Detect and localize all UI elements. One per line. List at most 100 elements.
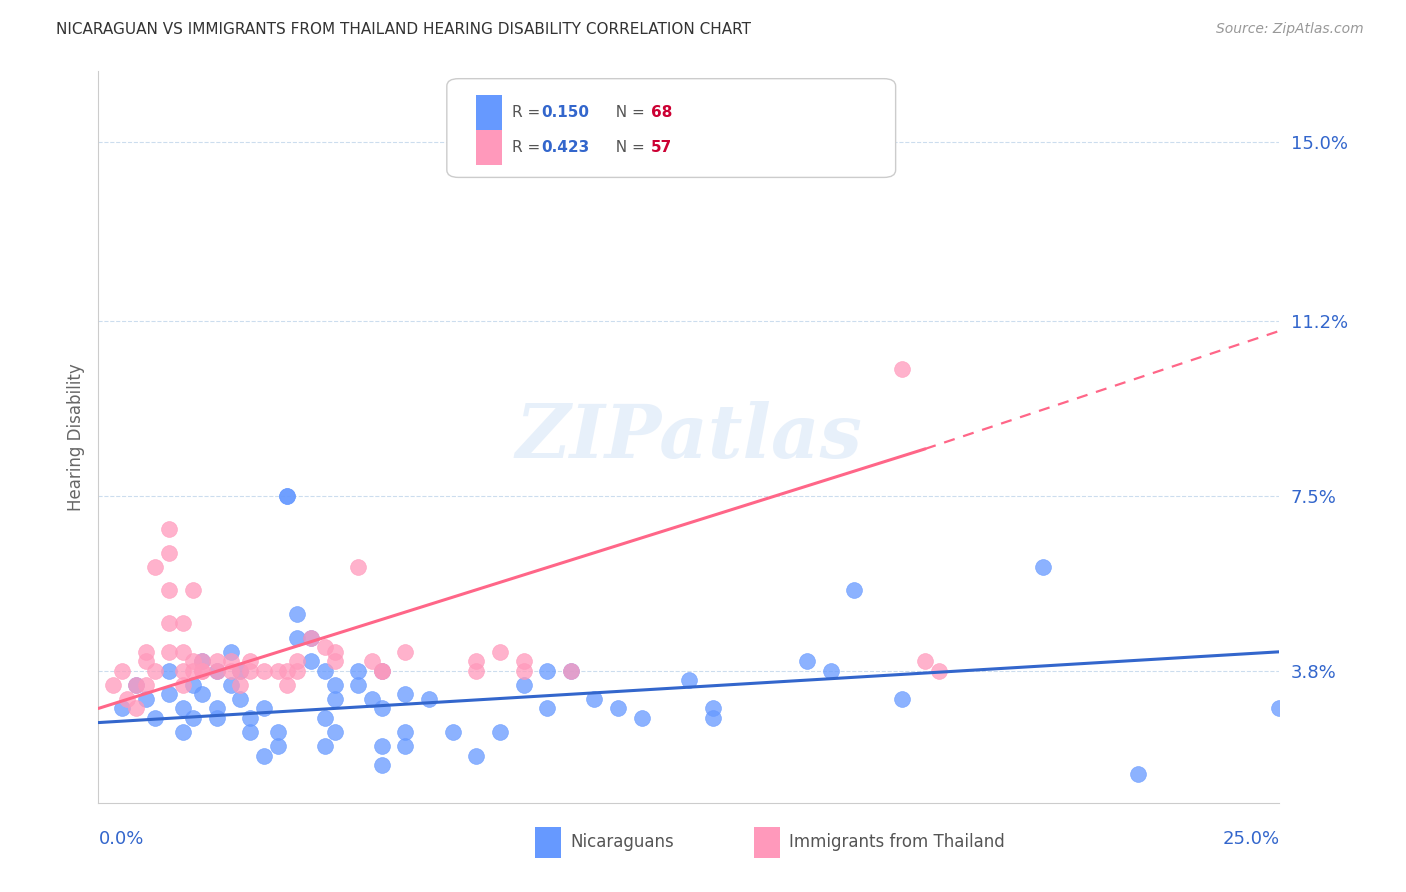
Point bbox=[143, 711, 166, 725]
Point bbox=[143, 559, 166, 574]
Text: 0.0%: 0.0% bbox=[98, 830, 143, 847]
Point bbox=[239, 664, 262, 678]
Point bbox=[239, 654, 262, 668]
Point bbox=[465, 748, 488, 763]
Text: NICARAGUAN VS IMMIGRANTS FROM THAILAND HEARING DISABILITY CORRELATION CHART: NICARAGUAN VS IMMIGRANTS FROM THAILAND H… bbox=[56, 22, 751, 37]
Text: Nicaraguans: Nicaraguans bbox=[571, 833, 675, 851]
Point bbox=[219, 645, 242, 659]
Point bbox=[157, 522, 180, 536]
Point bbox=[135, 678, 157, 692]
Point bbox=[181, 654, 204, 668]
Point bbox=[172, 701, 194, 715]
Bar bbox=[477, 130, 502, 165]
Point bbox=[191, 664, 214, 678]
Point bbox=[239, 725, 262, 739]
Point bbox=[219, 678, 242, 692]
Point bbox=[536, 664, 558, 678]
Point bbox=[205, 664, 228, 678]
Text: N =: N = bbox=[606, 140, 650, 155]
Point bbox=[181, 711, 204, 725]
Point bbox=[1126, 767, 1149, 781]
Point bbox=[157, 546, 180, 560]
Point bbox=[172, 616, 194, 631]
Point bbox=[361, 654, 384, 668]
Point bbox=[143, 664, 166, 678]
Point bbox=[191, 664, 214, 678]
Point bbox=[101, 678, 124, 692]
Point bbox=[560, 664, 582, 678]
Point bbox=[205, 654, 228, 668]
Point bbox=[512, 664, 534, 678]
Bar bbox=[477, 95, 502, 130]
Point bbox=[441, 725, 464, 739]
Point bbox=[191, 687, 214, 701]
Point bbox=[157, 616, 180, 631]
Point bbox=[229, 678, 252, 692]
Point bbox=[125, 701, 148, 715]
Text: 68: 68 bbox=[651, 105, 672, 120]
Text: Immigrants from Thailand: Immigrants from Thailand bbox=[789, 833, 1005, 851]
Text: R =: R = bbox=[512, 105, 546, 120]
Point bbox=[347, 559, 370, 574]
Point bbox=[191, 654, 214, 668]
Point bbox=[299, 631, 322, 645]
Point bbox=[418, 692, 440, 706]
Point bbox=[702, 711, 724, 725]
Point bbox=[371, 758, 394, 772]
Bar bbox=[536, 827, 561, 858]
Point bbox=[844, 583, 866, 598]
Point bbox=[135, 692, 157, 706]
Point bbox=[111, 701, 134, 715]
Point bbox=[135, 654, 157, 668]
Point bbox=[702, 701, 724, 715]
Point bbox=[285, 631, 308, 645]
Point bbox=[314, 640, 336, 654]
Point bbox=[323, 692, 346, 706]
Point bbox=[267, 725, 290, 739]
Point bbox=[323, 678, 346, 692]
Point bbox=[219, 664, 242, 678]
Point bbox=[323, 725, 346, 739]
Point bbox=[229, 692, 252, 706]
Point bbox=[172, 678, 194, 692]
Point bbox=[914, 654, 936, 668]
Text: R =: R = bbox=[512, 140, 546, 155]
Text: 25.0%: 25.0% bbox=[1222, 830, 1279, 847]
Point bbox=[205, 701, 228, 715]
Point bbox=[157, 664, 180, 678]
Point bbox=[323, 645, 346, 659]
Point bbox=[512, 678, 534, 692]
Point bbox=[512, 654, 534, 668]
Point bbox=[371, 664, 394, 678]
Point bbox=[276, 489, 298, 503]
Point bbox=[157, 583, 180, 598]
Point bbox=[205, 711, 228, 725]
Point bbox=[465, 654, 488, 668]
Point bbox=[285, 664, 308, 678]
Point bbox=[394, 725, 416, 739]
Point bbox=[489, 645, 512, 659]
Point bbox=[630, 711, 652, 725]
Point bbox=[285, 607, 308, 621]
Point bbox=[314, 664, 336, 678]
Point bbox=[253, 748, 276, 763]
Point bbox=[890, 692, 912, 706]
Point bbox=[276, 489, 298, 503]
Point bbox=[205, 664, 228, 678]
Point bbox=[371, 739, 394, 754]
Y-axis label: Hearing Disability: Hearing Disability bbox=[66, 363, 84, 511]
Point bbox=[394, 739, 416, 754]
Point bbox=[125, 678, 148, 692]
Text: 57: 57 bbox=[651, 140, 672, 155]
Text: ZIPatlas: ZIPatlas bbox=[516, 401, 862, 474]
Point bbox=[1032, 559, 1054, 574]
Point bbox=[371, 701, 394, 715]
Point bbox=[394, 645, 416, 659]
Point bbox=[465, 664, 488, 678]
Point bbox=[111, 664, 134, 678]
Point bbox=[267, 664, 290, 678]
Point bbox=[678, 673, 700, 687]
Point bbox=[253, 701, 276, 715]
Point bbox=[181, 583, 204, 598]
Point bbox=[607, 701, 630, 715]
